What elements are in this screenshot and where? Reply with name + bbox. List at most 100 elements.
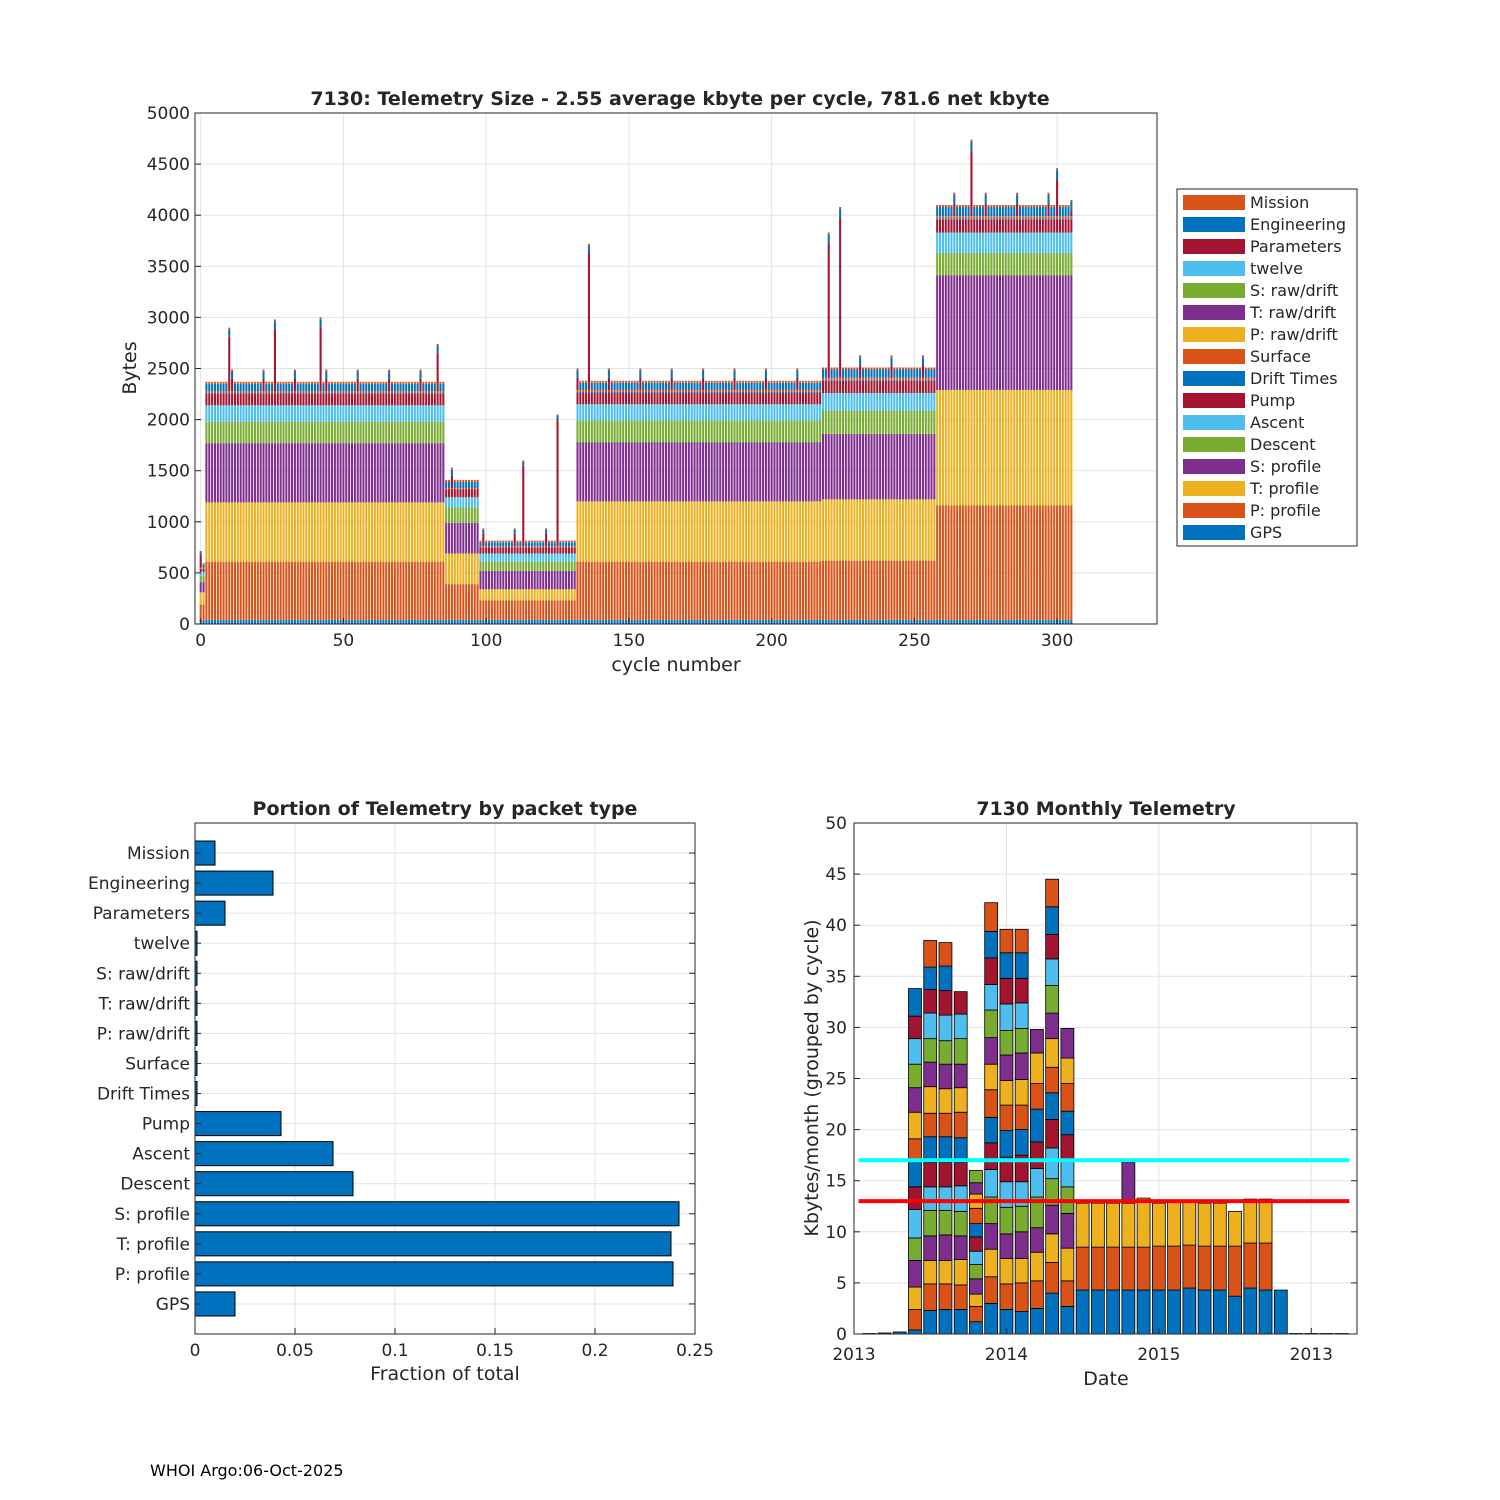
top-bar-segment (904, 367, 907, 370)
top-bar-segment (707, 442, 710, 502)
top-bar-segment (656, 380, 659, 383)
top-bar-segment (273, 421, 276, 444)
top-bar-segment (873, 619, 876, 624)
top-bar-segment (998, 253, 1002, 276)
top-bar-segment (887, 499, 890, 561)
top-bar-segment (642, 404, 645, 421)
br-bar-segment (984, 1009, 999, 1039)
legend-swatch (1183, 393, 1245, 408)
top-bar-segment (807, 382, 810, 390)
top-bar-segment (864, 369, 867, 378)
top-bar-segment (456, 584, 459, 620)
top-bar-segment (901, 560, 904, 620)
top-bar-segment (839, 209, 842, 218)
top-bar-segment (916, 379, 919, 381)
top-bar-segment (856, 499, 859, 561)
top-bar-segment (428, 383, 431, 391)
top-bar-segment (950, 253, 953, 276)
top-bar-segment (753, 382, 756, 390)
top-bar-segment (816, 561, 819, 620)
top-bar-segment (833, 410, 836, 434)
top-bar-segment (941, 207, 944, 217)
br-bar-segment (1197, 1289, 1212, 1335)
top-bar-segment (208, 381, 211, 384)
top-bar-segment (587, 245, 590, 254)
top-bar-segment (744, 382, 747, 390)
top-bar-segment (573, 589, 576, 601)
top-bar-segment (867, 369, 870, 378)
top-bar-segment (899, 433, 902, 500)
top-bar-segment (599, 420, 602, 443)
top-bar-segment (953, 505, 956, 620)
top-bar-segment (639, 420, 642, 443)
top-bar-segment (311, 405, 314, 422)
top-bar-segment (542, 553, 545, 562)
top-bar-segment (884, 499, 887, 561)
top-bar-segment (513, 570, 516, 590)
top-bar-segment (356, 369, 359, 372)
top-bar-segment (841, 433, 845, 500)
bottom-left-chart: 0 0.05 0.1 0.15 0.2 0.25MissionEngineeringPar… (88, 798, 714, 1385)
br-bar-segment (923, 1310, 938, 1335)
top-bar-segment (990, 219, 993, 233)
top-bar-segment (445, 481, 448, 489)
top-bar-segment (730, 393, 733, 405)
top-bar-segment (365, 381, 368, 384)
top-bar-segment (899, 393, 902, 411)
top-bar-segment (819, 392, 822, 394)
top-bar-segment (944, 219, 947, 233)
top-bar-segment (1001, 389, 1004, 506)
top-bar-segment (530, 619, 533, 624)
top-bar-segment (442, 443, 445, 503)
top-bar-segment (425, 502, 428, 562)
top-bar-segment (833, 499, 836, 561)
top-bar-segment (1053, 207, 1056, 217)
top-bar-segment (870, 393, 873, 411)
top-bar-segment (1007, 207, 1010, 217)
top-bar-segment (273, 443, 276, 503)
top-bar-segment (565, 553, 568, 562)
br-bar-segment (1228, 1210, 1242, 1247)
top-bar-segment (976, 219, 979, 233)
top-bar-segment (373, 561, 376, 620)
top-bar-segment (710, 392, 713, 394)
top-bar-segment (1033, 389, 1036, 506)
top-bar-segment (242, 381, 245, 384)
top-bar-segment (268, 421, 271, 444)
top-bar-segment (850, 369, 853, 378)
top-bar-segment (259, 561, 262, 620)
top-bar-segment (787, 380, 790, 383)
top-bar-segment (202, 592, 205, 605)
legend-swatch (1183, 481, 1245, 496)
top-bar-segment (388, 394, 391, 406)
top-bar-segment (325, 421, 328, 444)
top-bar-segment (493, 547, 496, 554)
top-bar-segment (827, 393, 830, 411)
br-bar-segment (1182, 1201, 1197, 1246)
top-bar-segment (904, 619, 907, 624)
top-bar-segment (545, 570, 548, 590)
top-bar-segment (921, 619, 924, 624)
top-bar-segment (887, 393, 890, 411)
top-bar-segment (502, 589, 505, 601)
top-bar-segment (722, 561, 725, 620)
top-bar-segment (219, 383, 222, 391)
top-bar-segment (998, 275, 1002, 390)
top-bar-segment (542, 570, 545, 590)
top-bar-segment (702, 619, 705, 624)
top-bar-segment (602, 404, 605, 421)
top-bar-segment (610, 380, 613, 383)
top-bar-segment (316, 405, 319, 422)
top-bar-segment (279, 405, 282, 422)
top-bar-segment (448, 479, 451, 482)
top-bar-segment (753, 393, 756, 405)
top-bar-segment (961, 204, 964, 208)
top-bar-segment (676, 442, 679, 502)
top-bar-segment (719, 501, 722, 562)
top-bar-segment (448, 497, 451, 508)
top-bar-segment (1047, 218, 1050, 220)
top-bar-segment (576, 501, 579, 562)
top-bar-segment (228, 393, 231, 395)
top-bar-segment (973, 505, 976, 620)
top-bar-segment (881, 369, 884, 378)
